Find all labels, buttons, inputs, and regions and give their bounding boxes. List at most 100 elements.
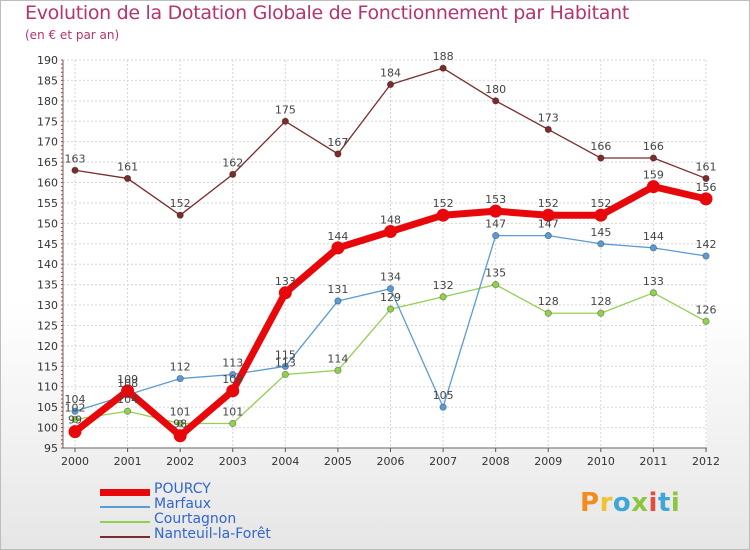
- data-label-pourcy: 133: [275, 275, 296, 288]
- y-tick-label: 170: [37, 136, 58, 149]
- data-point-nanteuil-la-for-t: [281, 117, 289, 125]
- data-label-pourcy: 152: [538, 197, 559, 210]
- data-label-pourcy: 153: [485, 193, 506, 206]
- data-point-marfaux: [176, 374, 184, 383]
- legend-item: POURCY: [100, 481, 400, 500]
- data-label-marfaux: 105: [433, 389, 454, 402]
- data-point-nanteuil-la-for-t: [544, 125, 552, 134]
- y-tick-label: 190: [37, 54, 58, 67]
- data-point-pourcy: [331, 241, 345, 255]
- data-point-courtagnon: [439, 293, 447, 301]
- data-point-pourcy: [489, 204, 503, 218]
- data-point-nanteuil-la-for-t: [334, 150, 342, 158]
- data-label-nanteuil-la-for-t: 188: [433, 50, 454, 63]
- y-tick-label: 175: [37, 115, 58, 128]
- y-tick-label: 115: [37, 360, 58, 373]
- data-point-nanteuil-la-for-t: [597, 154, 605, 162]
- data-label-nanteuil-la-for-t: 162: [222, 156, 243, 169]
- data-label-pourcy: 152: [590, 197, 611, 210]
- y-tick-label: 100: [37, 422, 58, 435]
- data-point-courtagnon: [649, 289, 658, 297]
- chart-subtitle: (en € et par an): [25, 28, 120, 42]
- data-label-courtagnon: 132: [433, 279, 454, 292]
- data-point-nanteuil-la-for-t: [176, 211, 184, 219]
- x-tick-label: 2004: [271, 455, 299, 468]
- data-point-pourcy: [278, 286, 292, 300]
- legend-swatch: [100, 506, 150, 508]
- data-point-courtagnon: [123, 407, 132, 415]
- data-point-marfaux: [649, 244, 658, 252]
- data-label-courtagnon: 133: [643, 275, 664, 288]
- data-point-nanteuil-la-for-t: [123, 174, 132, 183]
- logo-letter: i: [648, 488, 658, 518]
- y-tick-label: 135: [37, 279, 58, 292]
- x-tick-label: 2006: [377, 455, 405, 468]
- data-label-pourcy: 98: [173, 418, 187, 431]
- logo-letter: i: [670, 488, 681, 518]
- y-tick-label: 150: [37, 217, 58, 230]
- data-label-nanteuil-la-for-t: 180: [485, 83, 506, 96]
- y-tick-label: 160: [37, 177, 58, 190]
- y-tick-label: 95: [44, 442, 58, 455]
- legend-item: Courtagnon: [100, 511, 400, 530]
- x-tick-label: 2002: [166, 455, 194, 468]
- data-point-nanteuil-la-for-t: [386, 80, 395, 89]
- legend-swatch: [100, 521, 150, 523]
- data-point-courtagnon: [281, 370, 289, 379]
- data-label-marfaux: 112: [170, 361, 191, 374]
- data-label-pourcy: 99: [68, 414, 82, 427]
- data-point-marfaux: [386, 285, 395, 293]
- data-label-marfaux: 134: [380, 271, 401, 284]
- y-tick-label: 180: [37, 95, 58, 108]
- legend-swatch: [100, 489, 150, 496]
- data-label-courtagnon: 101: [170, 405, 191, 418]
- data-label-nanteuil-la-for-t: 175: [275, 103, 296, 116]
- data-label-courtagnon: 102: [65, 401, 86, 414]
- data-point-nanteuil-la-for-t: [702, 174, 710, 183]
- data-point-nanteuil-la-for-t: [71, 166, 79, 174]
- chart-title: Evolution de la Dotation Globale de Fonc…: [25, 2, 630, 24]
- y-tick-label: 130: [37, 299, 58, 312]
- data-point-pourcy: [68, 425, 82, 439]
- data-label-nanteuil-la-for-t: 184: [380, 67, 401, 80]
- data-label-pourcy: 148: [380, 214, 401, 227]
- data-point-marfaux: [334, 297, 342, 305]
- x-tick-label: 2003: [219, 455, 247, 468]
- x-tick-label: 2012: [692, 455, 720, 468]
- data-label-marfaux: 144: [643, 230, 664, 243]
- data-point-marfaux: [544, 232, 552, 240]
- data-point-marfaux: [229, 370, 237, 379]
- data-label-pourcy: 159: [643, 169, 664, 182]
- y-tick-label: 155: [37, 197, 58, 210]
- x-tick-label: 2010: [587, 455, 615, 468]
- legend-label: Marfaux: [154, 496, 212, 512]
- x-tick-label: 2009: [534, 455, 562, 468]
- data-label-courtagnon: 135: [485, 267, 506, 280]
- data-label-courtagnon: 126: [696, 303, 717, 316]
- data-point-pourcy: [699, 192, 713, 206]
- data-point-marfaux: [439, 403, 447, 411]
- data-point-nanteuil-la-for-t: [229, 170, 237, 178]
- data-label-courtagnon: 114: [327, 352, 348, 365]
- data-point-nanteuil-la-for-t: [649, 154, 658, 162]
- data-point-courtagnon: [597, 309, 605, 317]
- data-label-marfaux: 147: [485, 218, 506, 231]
- data-point-marfaux: [71, 407, 79, 415]
- data-label-pourcy: 109: [117, 373, 138, 386]
- x-tick-label: 2000: [61, 455, 89, 468]
- data-label-marfaux: 104: [65, 393, 86, 406]
- data-label-courtagnon: 128: [538, 295, 559, 308]
- data-point-pourcy: [646, 180, 660, 194]
- data-label-pourcy: 152: [433, 197, 454, 210]
- data-point-pourcy: [121, 384, 135, 398]
- data-point-pourcy: [541, 208, 555, 222]
- data-point-courtagnon: [334, 366, 342, 374]
- legend-label: Courtagnon: [154, 511, 237, 527]
- data-label-marfaux: 115: [275, 348, 296, 361]
- data-label-marfaux: 145: [590, 226, 611, 239]
- data-label-nanteuil-la-for-t: 163: [65, 152, 86, 165]
- data-point-courtagnon: [176, 419, 184, 428]
- logo-letter: x: [631, 488, 649, 518]
- y-tick-label: 120: [37, 340, 58, 353]
